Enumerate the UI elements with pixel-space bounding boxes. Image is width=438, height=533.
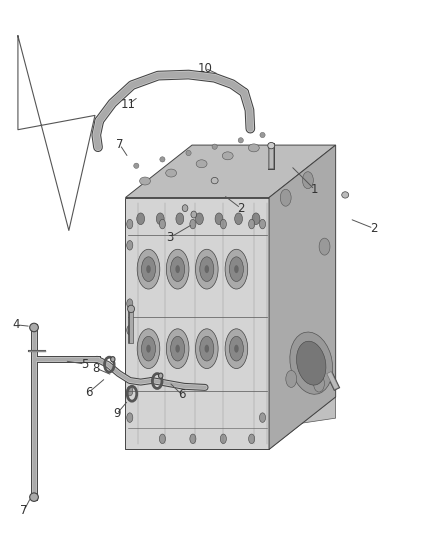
Ellipse shape bbox=[268, 142, 275, 149]
Ellipse shape bbox=[220, 434, 226, 443]
Ellipse shape bbox=[235, 213, 243, 224]
Ellipse shape bbox=[260, 132, 265, 138]
Ellipse shape bbox=[156, 213, 164, 224]
Ellipse shape bbox=[166, 169, 177, 177]
Ellipse shape bbox=[30, 323, 39, 332]
Text: 6: 6 bbox=[178, 389, 186, 401]
Ellipse shape bbox=[127, 386, 133, 396]
Ellipse shape bbox=[211, 177, 218, 184]
Ellipse shape bbox=[127, 240, 133, 250]
Ellipse shape bbox=[303, 172, 313, 189]
Ellipse shape bbox=[212, 144, 217, 149]
Ellipse shape bbox=[259, 413, 265, 422]
Text: 1: 1 bbox=[311, 183, 318, 196]
Ellipse shape bbox=[259, 219, 265, 229]
Ellipse shape bbox=[234, 345, 239, 353]
Ellipse shape bbox=[290, 332, 332, 394]
Text: 2: 2 bbox=[370, 222, 377, 235]
Ellipse shape bbox=[195, 249, 218, 289]
Ellipse shape bbox=[160, 157, 165, 162]
Text: 6: 6 bbox=[85, 386, 92, 399]
Text: 10: 10 bbox=[198, 62, 212, 75]
Ellipse shape bbox=[30, 493, 39, 502]
Ellipse shape bbox=[215, 213, 223, 224]
Ellipse shape bbox=[175, 345, 180, 353]
Ellipse shape bbox=[205, 265, 209, 273]
Text: 4: 4 bbox=[13, 318, 21, 332]
Ellipse shape bbox=[191, 211, 197, 218]
Polygon shape bbox=[125, 198, 269, 449]
Ellipse shape bbox=[205, 345, 209, 353]
Text: 3: 3 bbox=[166, 231, 174, 244]
Ellipse shape bbox=[137, 249, 160, 289]
Ellipse shape bbox=[190, 219, 196, 229]
Ellipse shape bbox=[196, 160, 207, 168]
Ellipse shape bbox=[248, 144, 259, 152]
Ellipse shape bbox=[225, 329, 248, 368]
Ellipse shape bbox=[127, 325, 133, 335]
Ellipse shape bbox=[238, 138, 244, 143]
Ellipse shape bbox=[222, 152, 233, 160]
Ellipse shape bbox=[200, 257, 214, 281]
Polygon shape bbox=[125, 145, 336, 198]
Ellipse shape bbox=[159, 373, 163, 378]
Ellipse shape bbox=[159, 434, 166, 443]
Ellipse shape bbox=[280, 189, 291, 206]
Text: 11: 11 bbox=[121, 98, 136, 111]
Polygon shape bbox=[125, 397, 336, 449]
Ellipse shape bbox=[200, 336, 214, 361]
Ellipse shape bbox=[127, 305, 134, 313]
Ellipse shape bbox=[190, 434, 196, 443]
Ellipse shape bbox=[195, 329, 218, 368]
Ellipse shape bbox=[342, 192, 349, 198]
Text: 5: 5 bbox=[81, 358, 88, 370]
Ellipse shape bbox=[230, 257, 244, 281]
Ellipse shape bbox=[146, 265, 151, 273]
Ellipse shape bbox=[314, 375, 325, 392]
Ellipse shape bbox=[127, 299, 133, 309]
Ellipse shape bbox=[249, 434, 254, 443]
Text: 7: 7 bbox=[20, 504, 28, 517]
Ellipse shape bbox=[319, 238, 330, 255]
Ellipse shape bbox=[137, 213, 145, 224]
Text: 8: 8 bbox=[92, 362, 100, 375]
Ellipse shape bbox=[127, 219, 133, 229]
Polygon shape bbox=[269, 145, 336, 449]
Ellipse shape bbox=[127, 413, 133, 422]
Ellipse shape bbox=[146, 345, 151, 353]
Ellipse shape bbox=[171, 257, 185, 281]
Ellipse shape bbox=[249, 219, 254, 229]
Ellipse shape bbox=[182, 205, 188, 212]
Ellipse shape bbox=[159, 219, 166, 229]
Ellipse shape bbox=[171, 336, 185, 361]
Ellipse shape bbox=[297, 341, 326, 385]
Ellipse shape bbox=[134, 163, 139, 168]
Ellipse shape bbox=[286, 370, 297, 387]
Ellipse shape bbox=[234, 265, 239, 273]
Ellipse shape bbox=[252, 213, 260, 224]
Ellipse shape bbox=[166, 249, 189, 289]
Ellipse shape bbox=[176, 213, 184, 224]
Ellipse shape bbox=[111, 357, 115, 362]
Ellipse shape bbox=[141, 257, 155, 281]
Ellipse shape bbox=[175, 265, 180, 273]
Ellipse shape bbox=[141, 336, 155, 361]
Text: 9: 9 bbox=[113, 407, 120, 421]
Ellipse shape bbox=[140, 177, 150, 185]
Ellipse shape bbox=[166, 329, 189, 368]
Ellipse shape bbox=[195, 213, 203, 224]
Text: 7: 7 bbox=[116, 138, 124, 151]
Ellipse shape bbox=[225, 249, 248, 289]
Ellipse shape bbox=[220, 219, 226, 229]
Text: 2: 2 bbox=[237, 201, 244, 215]
Ellipse shape bbox=[137, 329, 160, 368]
Ellipse shape bbox=[186, 150, 191, 156]
Ellipse shape bbox=[230, 336, 244, 361]
